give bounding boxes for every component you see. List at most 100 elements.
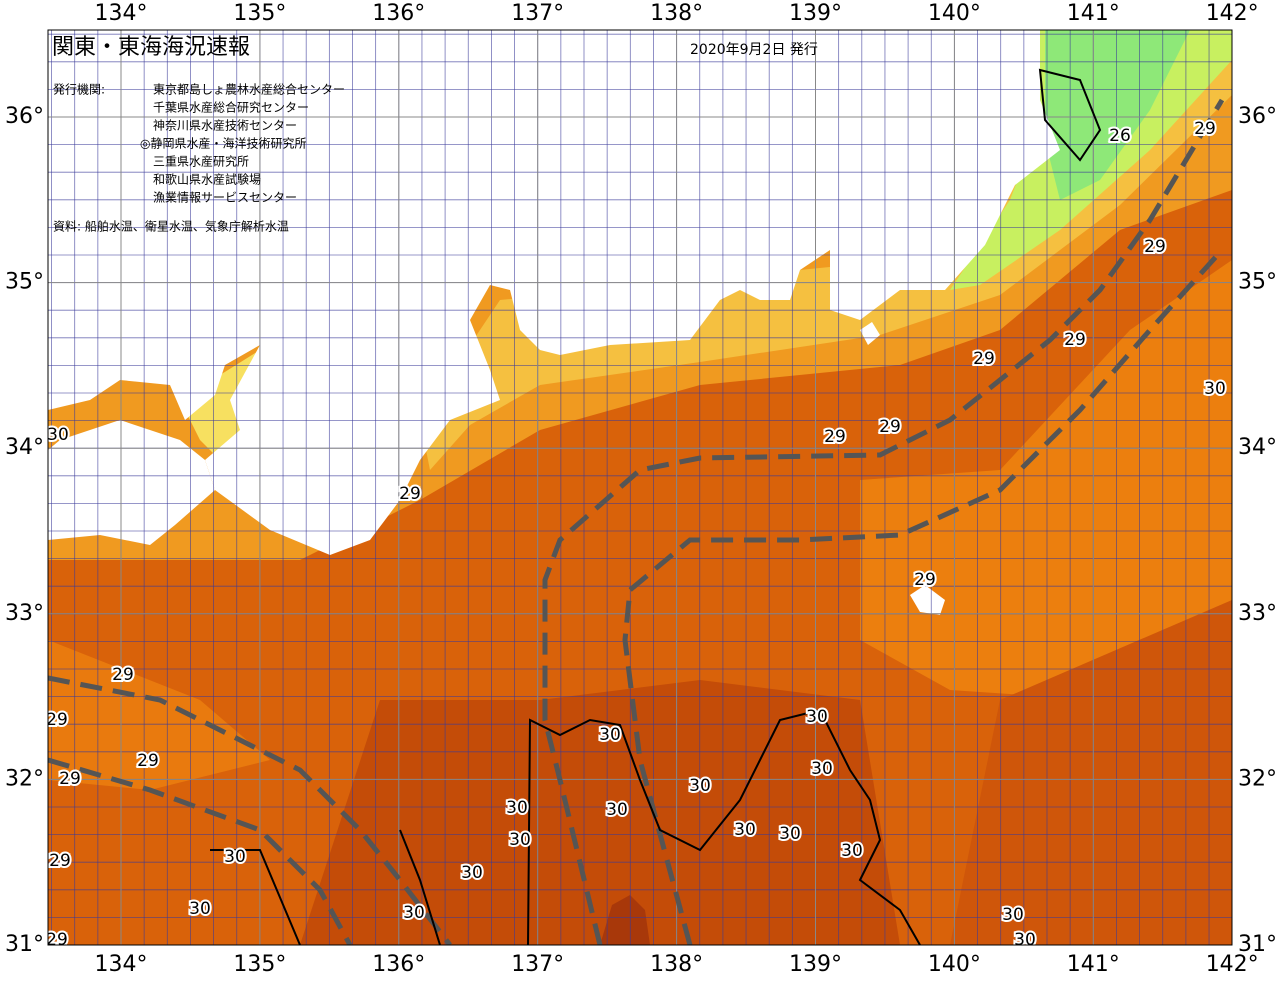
lat-label: 33° <box>1238 601 1277 626</box>
warm-zone <box>300 680 900 945</box>
land <box>48 30 1060 555</box>
source: 資料: 船舶水温、衛星水温、気象庁解析水温 <box>53 219 289 234</box>
lon-label: 140° <box>928 1 981 26</box>
island <box>860 322 880 345</box>
current-axis <box>542 98 1225 945</box>
contour-label: 29 <box>59 769 81 789</box>
contour-label: 30 <box>1002 905 1024 925</box>
current-axis <box>48 757 353 945</box>
lon-label: 134° <box>95 1 148 26</box>
contour-label: 30 <box>509 830 531 850</box>
issuer: 漁業情報サービスセンター <box>153 191 297 205</box>
isotherm <box>527 708 921 945</box>
contour-label: 29 <box>46 710 68 730</box>
issue-date: 2020年9月2日 発行 <box>690 42 818 58</box>
contour-label: 29 <box>112 665 134 685</box>
contour-label: 29 <box>1194 119 1216 139</box>
contour-label: 29 <box>973 349 995 369</box>
isotherm <box>1038 68 1102 162</box>
lat-label: 32° <box>1238 766 1277 791</box>
contour-label: 29 <box>46 930 68 950</box>
degree-labels: 134° 134° 135° 135° 136° 136° 137° 137° 138° 138°… <box>5 1 1277 977</box>
contour-label: 30 <box>403 903 425 923</box>
contour-label: 30 <box>224 847 246 867</box>
lon-label: 142° <box>1206 1 1259 26</box>
contour-label: 30 <box>779 824 801 844</box>
contour-label: 29 <box>1144 237 1166 257</box>
contour-label: 29 <box>879 417 901 437</box>
lat-label: 35° <box>5 270 44 295</box>
issuer: 三重県水産研究所 <box>153 154 249 169</box>
lon-label: 141° <box>1067 952 1120 977</box>
issuer: 東京都島しょ農林水産総合センター <box>153 82 345 97</box>
lon-label: 135° <box>233 1 286 26</box>
contour-label: 29 <box>1064 330 1086 350</box>
isotherm <box>210 849 301 945</box>
lon-label: 136° <box>372 1 425 26</box>
contour-label: 29 <box>914 570 936 590</box>
contour-label: 30 <box>606 800 628 820</box>
island <box>910 585 945 615</box>
contour-label: 30 <box>599 725 621 745</box>
lat-label: 34° <box>1238 435 1277 460</box>
warm-zone <box>48 640 270 790</box>
issuer: 神奈川県水産技術センター <box>153 118 297 133</box>
current-axis <box>622 248 1224 945</box>
issuer: ◎静岡県水産・海洋技術研究所 <box>140 136 306 151</box>
lon-label: 139° <box>789 1 842 26</box>
issuer: 和歌山県水産試験場 <box>153 172 261 187</box>
lat-label: 36° <box>5 104 44 129</box>
lon-label: 138° <box>650 952 703 977</box>
contour-labels: 26 29 29 29 29 29 29 30 30 29 29 29 29 29 29 29 30 30 30 30… <box>46 117 1228 950</box>
lat-label: 31° <box>1238 932 1277 957</box>
hot-spot <box>600 895 650 945</box>
lat-label: 31° <box>5 932 44 957</box>
land <box>48 420 215 545</box>
lon-label: 142° <box>1206 952 1259 977</box>
contour-label: 30 <box>734 820 756 840</box>
contour-label: 30 <box>811 759 833 779</box>
lon-label: 137° <box>511 1 564 26</box>
map-frame <box>47 29 1233 946</box>
lat-label: 32° <box>5 766 44 791</box>
map: 26 29 29 29 29 29 29 30 30 29 29 29 29 29 29 29 30 30 30 30… <box>46 30 1232 950</box>
issuers: 東京都島しょ農林水産総合センター千葉県水産総合研究センター神奈川県水産技術センタ… <box>140 82 345 205</box>
lat-label: 36° <box>1238 104 1277 129</box>
contour-label: 29 <box>824 427 846 447</box>
grid <box>48 30 1232 945</box>
contour-label: 30 <box>189 899 211 919</box>
contour-label: 30 <box>1204 379 1226 399</box>
contour-label: 30 <box>47 425 69 445</box>
lon-label: 136° <box>372 952 425 977</box>
isotherms <box>210 68 1102 945</box>
contour-label: 30 <box>1014 930 1036 950</box>
lon-label: 141° <box>1067 1 1120 26</box>
contour-label: 29 <box>399 484 421 504</box>
current-axis <box>48 675 452 945</box>
contour-label: 30 <box>461 863 483 883</box>
contour-label: 29 <box>137 751 159 771</box>
lat-label: 33° <box>5 601 44 626</box>
warm-zone <box>950 600 1232 945</box>
lon-label: 134° <box>95 952 148 977</box>
lon-label: 140° <box>928 952 981 977</box>
contour-label: 26 <box>1109 126 1131 146</box>
lat-label: 34° <box>5 435 44 460</box>
title: 関東・東海海況速報 <box>52 35 250 60</box>
lon-label: 139° <box>789 952 842 977</box>
lon-label: 135° <box>233 952 286 977</box>
isotherm <box>399 829 441 945</box>
lat-label: 35° <box>1238 270 1277 295</box>
lon-label: 137° <box>511 952 564 977</box>
contour-label: 29 <box>49 851 71 871</box>
issuers-label: 発行機関: <box>53 82 105 97</box>
contour-label: 30 <box>689 776 711 796</box>
contour-label: 30 <box>506 798 528 818</box>
warm-zone <box>860 260 1232 700</box>
contour-label: 30 <box>841 841 863 861</box>
lon-label: 138° <box>650 1 703 26</box>
issuer: 千葉県水産総合研究センター <box>153 100 309 115</box>
current-axes <box>48 98 1225 945</box>
contour-label: 30 <box>806 707 828 727</box>
